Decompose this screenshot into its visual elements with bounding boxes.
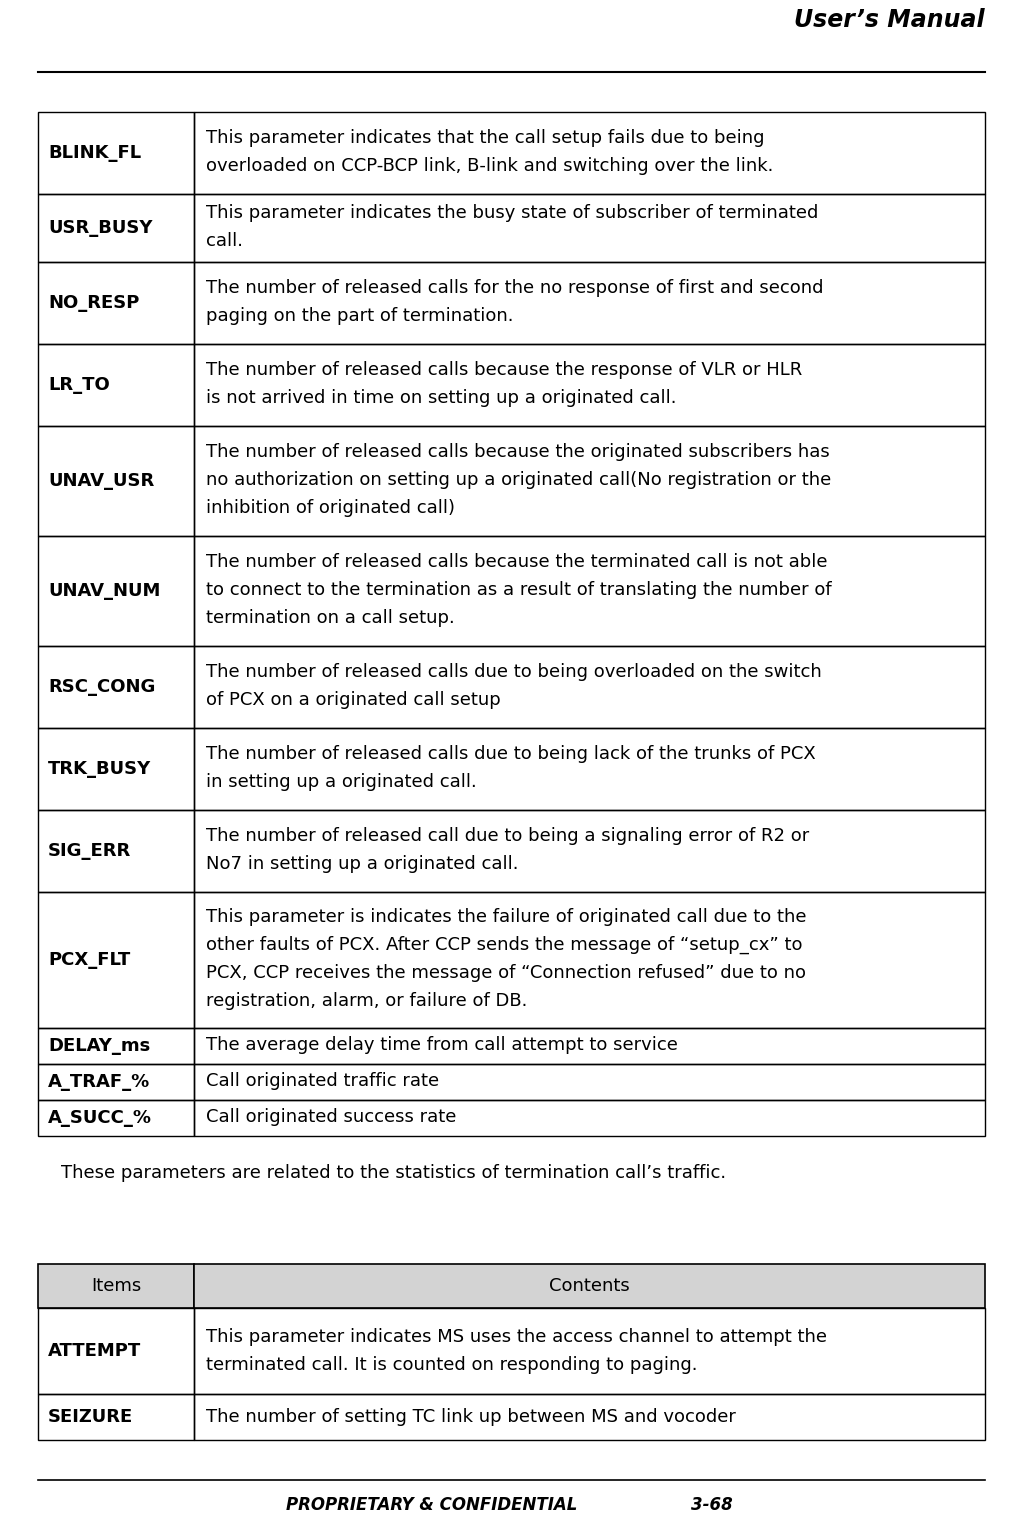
Text: BLINK_FL: BLINK_FL	[48, 144, 141, 162]
Text: The number of released calls due to being overloaded on the switch: The number of released calls due to bein…	[206, 662, 822, 680]
Text: The number of released calls because the originated subscribers has: The number of released calls because the…	[206, 442, 830, 460]
Text: No7 in setting up a originated call.: No7 in setting up a originated call.	[206, 855, 519, 873]
Text: no authorization on setting up a originated call(No registration or the: no authorization on setting up a origina…	[206, 471, 831, 489]
Bar	[38, 537, 194, 645]
Text: Contents: Contents	[549, 1277, 630, 1295]
Text: is not arrived in time on setting up a originated call.: is not arrived in time on setting up a o…	[206, 388, 677, 407]
Bar	[38, 1064, 194, 1099]
Bar	[194, 728, 985, 810]
Bar	[38, 194, 194, 261]
Text: RSC_CONG: RSC_CONG	[48, 677, 156, 696]
Bar	[194, 645, 985, 728]
Bar	[194, 112, 985, 194]
Text: Call originated success rate: Call originated success rate	[206, 1107, 457, 1125]
Text: The average delay time from call attempt to service: The average delay time from call attempt…	[206, 1035, 678, 1053]
Bar	[194, 344, 985, 427]
Bar	[194, 537, 985, 645]
Bar	[194, 1064, 985, 1099]
Text: The number of released calls because the response of VLR or HLR: The number of released calls because the…	[206, 361, 803, 379]
Text: of PCX on a originated call setup: of PCX on a originated call setup	[206, 691, 501, 708]
Text: termination on a call setup.: termination on a call setup.	[206, 609, 454, 627]
Text: UNAV_USR: UNAV_USR	[48, 472, 155, 489]
Bar	[38, 1099, 194, 1136]
Text: This parameter indicates the busy state of subscriber of terminated: This parameter indicates the busy state …	[206, 203, 819, 222]
Text: PCX, CCP receives the message of “Connection refused” due to no: PCX, CCP receives the message of “Connec…	[206, 963, 806, 982]
Text: This parameter indicates MS uses the access channel to attempt the: This parameter indicates MS uses the acc…	[206, 1329, 827, 1346]
Text: This parameter indicates that the call setup fails due to being: This parameter indicates that the call s…	[206, 128, 765, 147]
Bar	[38, 1394, 194, 1440]
Bar	[194, 1027, 985, 1064]
Text: PCX_FLT: PCX_FLT	[48, 951, 130, 969]
Text: 3-68: 3-68	[691, 1495, 732, 1514]
Text: overloaded on CCP-BCP link, B-link and switching over the link.: overloaded on CCP-BCP link, B-link and s…	[206, 156, 774, 174]
Bar	[194, 194, 985, 261]
Bar	[38, 427, 194, 537]
Text: NO_RESP: NO_RESP	[48, 294, 139, 312]
Text: Items: Items	[91, 1277, 141, 1295]
Bar	[194, 810, 985, 891]
Text: SIG_ERR: SIG_ERR	[48, 842, 131, 859]
Bar	[194, 891, 985, 1027]
Bar	[194, 1264, 985, 1307]
Text: The number of released calls because the terminated call is not able: The number of released calls because the…	[206, 552, 828, 570]
Text: The number of released calls due to being lack of the trunks of PCX: The number of released calls due to bein…	[206, 745, 816, 763]
Bar	[194, 427, 985, 537]
Bar	[38, 891, 194, 1027]
Text: USR_BUSY: USR_BUSY	[48, 219, 153, 237]
Text: inhibition of originated call): inhibition of originated call)	[206, 498, 456, 517]
Bar	[38, 1307, 194, 1394]
Text: LR_TO: LR_TO	[48, 376, 110, 394]
Text: paging on the part of termination.: paging on the part of termination.	[206, 307, 514, 324]
Bar	[38, 344, 194, 427]
Text: Call originated traffic rate: Call originated traffic rate	[206, 1072, 439, 1090]
Bar	[194, 1307, 985, 1394]
Bar	[38, 261, 194, 344]
Text: registration, alarm, or failure of DB.: registration, alarm, or failure of DB.	[206, 992, 527, 1009]
Text: The number of setting TC link up between MS and vocoder: The number of setting TC link up between…	[206, 1408, 736, 1427]
Text: A_TRAF_%: A_TRAF_%	[48, 1073, 150, 1092]
Text: terminated call. It is counted on responding to paging.: terminated call. It is counted on respon…	[206, 1356, 698, 1375]
Bar	[38, 1264, 194, 1307]
Bar	[194, 1099, 985, 1136]
Text: A_SUCC_%: A_SUCC_%	[48, 1109, 152, 1127]
Bar	[38, 112, 194, 194]
Text: This parameter is indicates the failure of originated call due to the: This parameter is indicates the failure …	[206, 908, 807, 925]
Bar	[194, 1394, 985, 1440]
Bar	[38, 728, 194, 810]
Text: UNAV_NUM: UNAV_NUM	[48, 583, 161, 599]
Text: in setting up a originated call.: in setting up a originated call.	[206, 772, 477, 790]
Text: to connect to the termination as a result of translating the number of: to connect to the termination as a resul…	[206, 581, 832, 598]
Text: These parameters are related to the statistics of termination call’s traffic.: These parameters are related to the stat…	[38, 1164, 726, 1182]
Text: other faults of PCX. After CCP sends the message of “setup_cx” to: other faults of PCX. After CCP sends the…	[206, 936, 803, 954]
Text: SEIZURE: SEIZURE	[48, 1408, 133, 1427]
Bar	[194, 261, 985, 344]
Text: DELAY_ms: DELAY_ms	[48, 1037, 150, 1055]
Text: PROPRIETARY & CONFIDENTIAL: PROPRIETARY & CONFIDENTIAL	[286, 1495, 577, 1514]
Text: call.: call.	[206, 231, 243, 249]
Text: TRK_BUSY: TRK_BUSY	[48, 760, 152, 778]
Text: User’s Manual: User’s Manual	[795, 8, 985, 32]
Bar	[38, 810, 194, 891]
Text: The number of released calls for the no response of first and second: The number of released calls for the no …	[206, 278, 824, 297]
Bar	[38, 1027, 194, 1064]
Text: ATTEMPT: ATTEMPT	[48, 1342, 141, 1359]
Bar	[38, 645, 194, 728]
Text: The number of released call due to being a signaling error of R2 or: The number of released call due to being…	[206, 827, 809, 844]
